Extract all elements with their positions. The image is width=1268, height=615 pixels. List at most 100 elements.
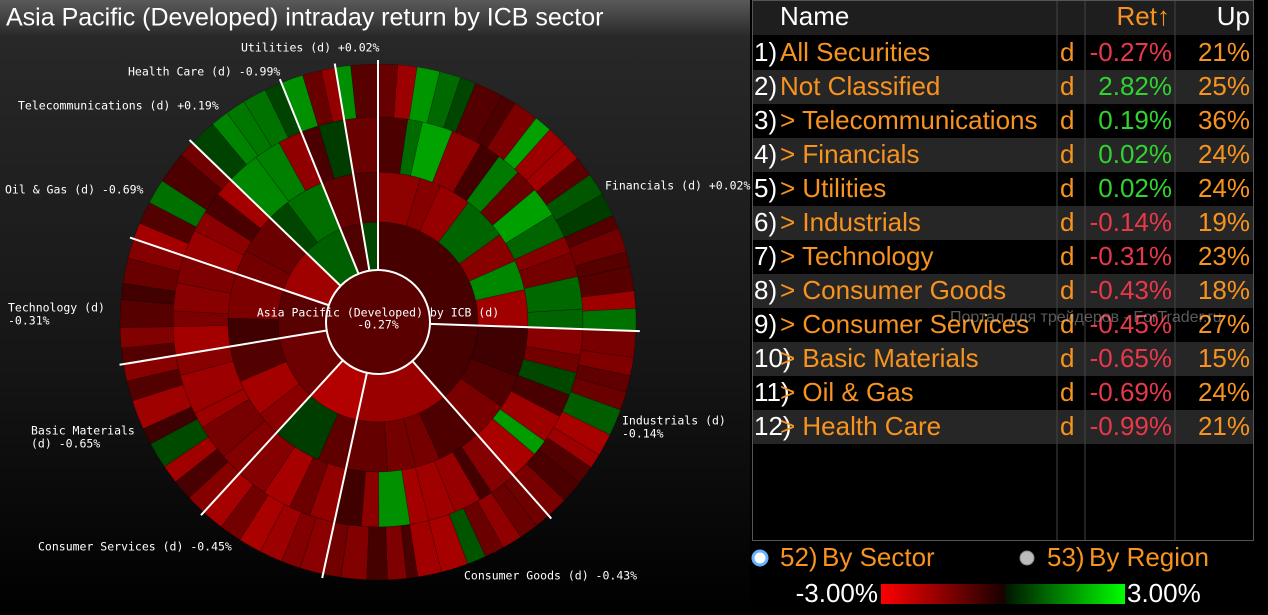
sector-segment xyxy=(161,154,223,211)
return-value: -0.14% xyxy=(1090,207,1172,237)
row-flag: d xyxy=(1060,275,1074,305)
sector-divider xyxy=(411,360,553,520)
sector-name[interactable]: > Financials xyxy=(780,139,919,169)
sector-divider xyxy=(188,139,342,287)
sector-segment xyxy=(466,156,519,213)
sector-label: Basic Materials xyxy=(31,424,135,438)
return-value: 0.02% xyxy=(1098,173,1172,203)
row-flag: d xyxy=(1060,105,1074,135)
sector-segment xyxy=(545,174,603,221)
up-value: 21% xyxy=(1198,411,1250,441)
sector-segment xyxy=(410,121,453,183)
row-flag: d xyxy=(1060,241,1074,271)
sector-segment xyxy=(230,156,290,219)
row-flag: d xyxy=(1060,309,1074,339)
radio-button[interactable] xyxy=(1019,550,1035,566)
sector-segment xyxy=(119,299,175,329)
sector-segment xyxy=(220,484,269,541)
sector-segment xyxy=(470,325,529,378)
sector-segment xyxy=(175,448,229,499)
sector-segment xyxy=(401,466,430,525)
table-row-bg xyxy=(752,376,1254,410)
sector-divider xyxy=(129,236,330,307)
sector-segment xyxy=(525,143,578,193)
row-number: 1) xyxy=(754,37,777,67)
chart-title: Asia Pacific (Developed) intraday return… xyxy=(6,4,603,32)
sector-segment xyxy=(546,427,600,468)
option-key[interactable]: 52) xyxy=(780,542,818,572)
sector-name[interactable]: > Consumer Services xyxy=(780,309,1029,339)
radio-button[interactable] xyxy=(751,549,769,567)
sector-name[interactable]: Not Classified xyxy=(780,71,940,101)
sector-segment xyxy=(259,383,311,434)
row-flag: d xyxy=(1060,139,1074,169)
sector-segment xyxy=(490,483,537,538)
sector-segment xyxy=(477,492,522,549)
sector-segment xyxy=(527,308,584,330)
option-label[interactable]: By Sector xyxy=(822,542,935,572)
watermark: Портал для трейдеров - ForTrader.ru xyxy=(950,309,1222,326)
sector-segment xyxy=(580,328,637,358)
sector-segment xyxy=(432,130,482,193)
sector-segment xyxy=(148,180,207,228)
table-row-bg xyxy=(752,410,1254,444)
return-value: 0.02% xyxy=(1098,139,1172,169)
up-value: 25% xyxy=(1198,71,1250,101)
table-border xyxy=(752,0,1254,541)
sector-segment xyxy=(243,89,289,148)
sector-name[interactable]: > Industrials xyxy=(780,207,921,237)
sector-segment xyxy=(393,64,418,120)
sector-segment xyxy=(458,234,516,282)
row-number: 12) xyxy=(754,411,792,441)
column-header: Ret↑ xyxy=(1117,1,1170,31)
sector-name[interactable]: > Telecommunications xyxy=(780,105,1038,135)
option-label[interactable]: By Region xyxy=(1089,542,1209,572)
row-number: 7) xyxy=(754,241,777,271)
sector-segment xyxy=(492,408,546,455)
return-value: -0.69% xyxy=(1090,377,1172,407)
sector-segment xyxy=(119,326,175,349)
sector-name[interactable]: > Technology xyxy=(780,241,933,271)
sector-segment xyxy=(317,413,358,469)
sector-segment xyxy=(377,116,409,174)
sector-segment xyxy=(255,142,306,202)
sector-name[interactable]: > Consumer Goods xyxy=(780,275,1006,305)
row-number: 8) xyxy=(754,275,777,305)
row-number: 5) xyxy=(754,173,777,203)
table-row-bg xyxy=(752,274,1254,308)
up-value: 19% xyxy=(1198,207,1250,237)
sector-divider xyxy=(200,359,344,516)
sector-name[interactable]: > Oil & Gas xyxy=(780,377,914,407)
sector-segment xyxy=(360,471,380,528)
up-value: 18% xyxy=(1198,275,1250,305)
sector-name[interactable]: All Securities xyxy=(780,37,930,67)
sector-segment xyxy=(514,129,566,181)
sector-label: Health Care (d) -0.99% xyxy=(128,65,280,79)
sector-name[interactable]: > Basic Materials xyxy=(780,343,979,373)
sector-segment xyxy=(582,308,637,332)
title-bar xyxy=(0,0,750,36)
sector-segment xyxy=(269,202,318,253)
sector-name[interactable]: > Utilities xyxy=(780,173,886,203)
column-header: Up xyxy=(1217,1,1250,31)
sector-divider xyxy=(278,78,360,275)
sector-segment xyxy=(577,265,635,298)
sector-segment xyxy=(523,276,583,313)
sector-segment xyxy=(377,63,399,118)
table-row-bg xyxy=(752,104,1254,138)
return-value: -0.27% xyxy=(1090,37,1172,67)
row-flag: d xyxy=(1060,71,1074,101)
sector-segment xyxy=(568,227,627,267)
sector-segment xyxy=(163,436,218,483)
row-flag: d xyxy=(1060,207,1074,237)
table-row-bg xyxy=(752,138,1254,172)
option-key[interactable]: 53) xyxy=(1047,542,1085,572)
sector-name[interactable]: > Health Care xyxy=(780,411,941,441)
column-header: Name xyxy=(780,1,849,31)
return-value: -0.31% xyxy=(1090,241,1172,271)
sector-label: Industrials (d) xyxy=(622,414,726,428)
return-value: -0.43% xyxy=(1090,275,1172,305)
sector-label: -0.14% xyxy=(622,427,664,441)
sector-label: Telecommunications (d) +0.19% xyxy=(18,99,219,113)
sector-segment xyxy=(433,451,481,513)
